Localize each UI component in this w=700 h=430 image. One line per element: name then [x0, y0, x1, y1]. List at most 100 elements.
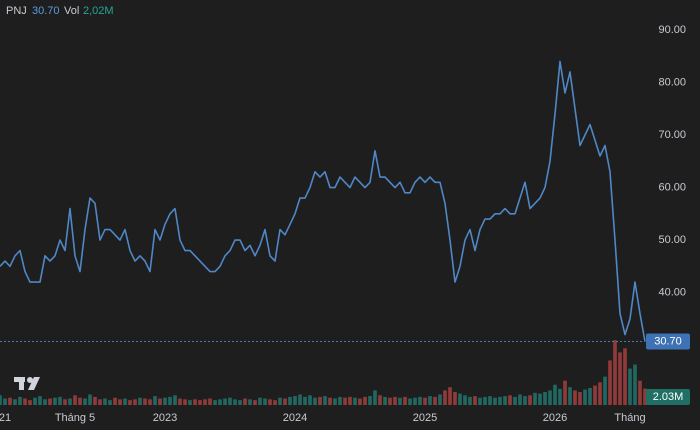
- volume-bar: [153, 396, 157, 405]
- volume-bar: [503, 396, 507, 405]
- volume-bar: [543, 392, 547, 405]
- volume-bar: [303, 396, 307, 405]
- volume-bar: [513, 396, 517, 405]
- volume-bar: [443, 390, 447, 405]
- volume-bar: [83, 398, 87, 405]
- volume-bar: [533, 392, 537, 405]
- volume-bar: [238, 400, 242, 405]
- volume-bar: [263, 398, 267, 405]
- volume-bar: [48, 398, 52, 405]
- volume-bar: [18, 396, 22, 405]
- header-price: 30.70: [32, 5, 60, 17]
- volume-bar: [198, 400, 202, 405]
- volume-bar: [403, 396, 407, 405]
- volume-bar: [418, 396, 422, 405]
- volume-bar: [193, 399, 197, 405]
- y-tick-label: 60.00: [658, 181, 686, 193]
- volume-bar: [278, 397, 282, 405]
- volume-bar: [323, 396, 327, 405]
- volume-bar: [588, 387, 592, 405]
- volume-bar: [358, 398, 362, 405]
- x-tick-label: Tháng: [614, 412, 645, 424]
- x-tick-label: Tháng 5: [55, 412, 95, 424]
- volume-bar: [158, 398, 162, 405]
- volume-bar: [268, 399, 272, 405]
- volume-bar: [38, 396, 42, 405]
- volume-bar: [353, 397, 357, 405]
- volume-bar: [133, 399, 137, 405]
- volume-bar: [623, 348, 627, 405]
- volume-bar: [173, 395, 177, 405]
- volume-bar: [213, 400, 217, 405]
- volume-bar: [603, 376, 607, 405]
- volume-bar: [553, 384, 557, 405]
- volume-bar: [223, 398, 227, 405]
- volume-bar: [318, 396, 322, 405]
- volume-bar: [138, 397, 142, 405]
- volume-bar: [388, 397, 392, 405]
- volume-bar: [293, 396, 297, 405]
- logo-part: [28, 377, 40, 390]
- volume-bar: [633, 364, 637, 405]
- volume-bar: [448, 387, 452, 405]
- volume-bar: [63, 399, 67, 405]
- volume-bar: [93, 396, 97, 405]
- volume-bar: [598, 382, 602, 405]
- volume-bar: [148, 399, 152, 405]
- y-tick-label: 50.00: [658, 234, 686, 246]
- volume-bar: [328, 397, 332, 405]
- volume-bar: [3, 398, 7, 405]
- volume-bar: [53, 397, 57, 405]
- volume-bar: [208, 398, 212, 405]
- volume-bar: [538, 393, 542, 405]
- volume-bar: [488, 396, 492, 405]
- volume-bar: [288, 396, 292, 405]
- volume-bar: [518, 394, 522, 405]
- volume-bar: [313, 397, 317, 405]
- volume-bars: [0, 340, 647, 405]
- volume-bar: [168, 396, 172, 405]
- volume-bar: [298, 394, 302, 405]
- volume-bar: [113, 397, 117, 405]
- volume-bar: [33, 397, 37, 405]
- x-tick-label: 2023: [153, 412, 177, 424]
- volume-bar: [428, 396, 432, 405]
- volume-bar: [88, 394, 92, 405]
- volume-badge-label: 2.03M: [653, 391, 684, 403]
- volume-bar: [528, 395, 532, 405]
- volume-bar: [433, 396, 437, 405]
- volume-bar: [163, 397, 167, 405]
- volume-bar: [228, 397, 232, 405]
- volume-bar: [468, 396, 472, 405]
- price-badge: [646, 333, 690, 350]
- tv-logo: [14, 377, 40, 390]
- volume-bar: [123, 398, 127, 405]
- volume-bar: [618, 352, 622, 405]
- volume-bar: [0, 395, 2, 405]
- volume-bar: [473, 396, 477, 405]
- volume-bar: [283, 398, 287, 405]
- volume-bar: [13, 399, 17, 405]
- volume-bar: [23, 398, 27, 405]
- volume-bar: [583, 389, 587, 405]
- volume-bar: [103, 398, 107, 405]
- price-line: [0, 60, 646, 342]
- volume-bar: [498, 396, 502, 405]
- volume-bar: [578, 392, 582, 405]
- volume-bar: [58, 396, 62, 405]
- volume-bar: [568, 387, 572, 405]
- volume-bar: [108, 400, 112, 405]
- volume-bar: [558, 388, 562, 405]
- vol-label: Vol: [64, 5, 79, 17]
- volume-bar: [368, 396, 372, 405]
- volume-bar: [128, 400, 132, 405]
- volume-bar: [508, 395, 512, 405]
- volume-bar: [273, 400, 277, 405]
- volume-bar: [608, 360, 612, 405]
- volume-bar: [338, 396, 342, 405]
- volume-bar: [478, 397, 482, 405]
- volume-bar: [183, 399, 187, 405]
- volume-bar: [333, 398, 337, 405]
